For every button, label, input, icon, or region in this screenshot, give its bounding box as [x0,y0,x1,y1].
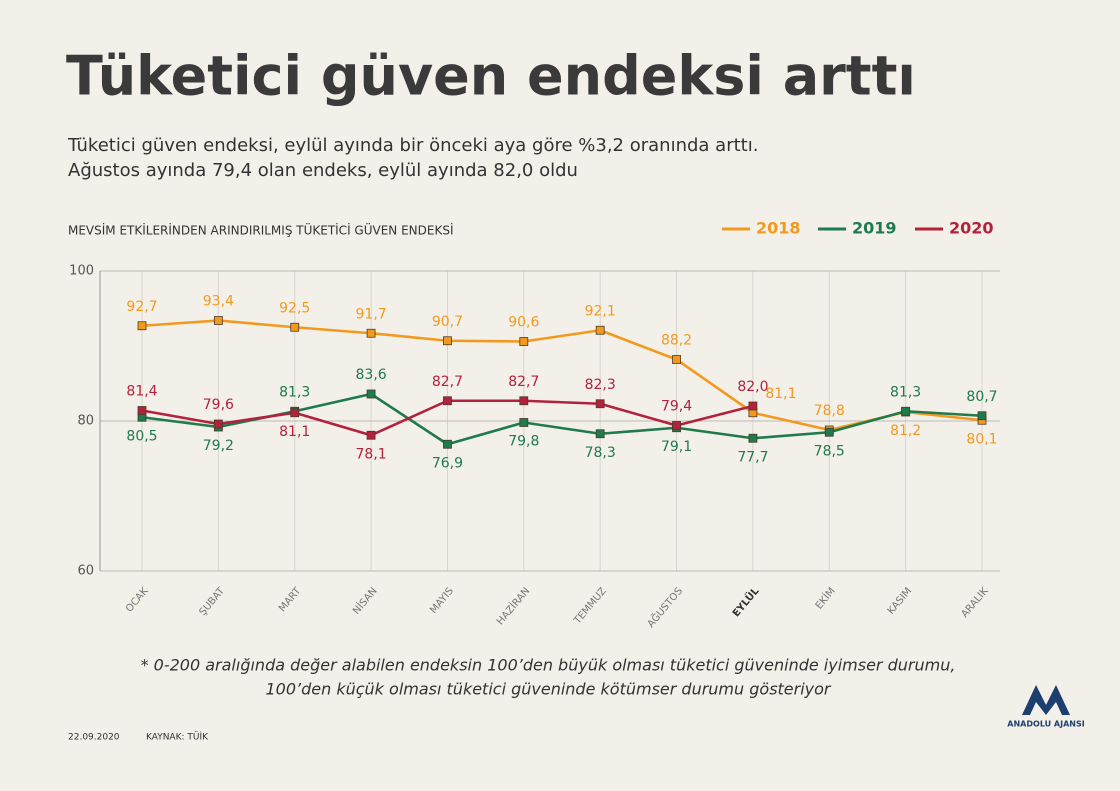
legend-label: 2018 [756,219,801,238]
data-label: 90,7 [432,314,463,330]
data-label: 82,7 [432,374,463,390]
data-label: 81,3 [890,384,921,400]
data-label: 81,1 [279,424,310,440]
data-label: 91,7 [356,306,387,322]
data-label: 90,6 [508,315,539,331]
data-label: 79,2 [203,438,234,454]
data-point [595,399,605,409]
data-point [519,337,529,346]
data-label: 77,7 [737,449,768,465]
logo: ANADOLU AJANSI [1007,685,1085,729]
chart-title: MEVSİM ETKİLERİNDEN ARINDIRILMIŞ TÜKETİC… [68,222,454,238]
data-label: 92,1 [585,303,616,319]
data-label: 88,2 [661,333,692,349]
data-point [977,411,987,421]
data-label: 92,7 [126,299,157,315]
y-tick-label: 100 [69,264,94,279]
data-point [366,389,376,399]
data-point [672,421,681,430]
data-point [137,321,147,331]
data-label: 81,4 [126,384,157,400]
data-label: 79,4 [661,399,692,415]
data-point [672,355,681,364]
subtitle: Ağustos ayında 79,4 olan endeks, eylül a… [68,160,578,181]
data-point [748,433,758,443]
data-label: 83,6 [356,367,387,383]
data-point [290,408,300,418]
data-point [901,406,911,416]
data-label: 92,5 [279,300,310,316]
logo-text: ANADOLU AJANSI [1007,720,1084,729]
data-point [443,439,452,449]
data-point [213,316,223,325]
data-label: 79,8 [508,434,539,450]
source: KAYNAK: TÜİK [146,732,209,743]
data-point [519,418,529,427]
data-label: 80,1 [966,431,997,447]
data-point [366,328,376,338]
data-point [443,336,452,346]
footnote: * 0-200 aralığında değer alabilen endeks… [141,656,956,675]
data-label: 80,5 [126,428,157,444]
data-label: 81,3 [279,384,310,400]
legend-label: 2020 [949,219,994,238]
data-label: 93,4 [203,294,234,310]
data-point [366,430,376,440]
data-label: 78,1 [356,446,387,462]
data-label: 78,5 [814,443,845,459]
data-point [443,396,452,406]
date: 22.09.2020 [68,733,120,743]
data-label: 82,3 [585,377,616,393]
data-label: 81,1 [765,386,796,402]
data-label: 82,0 [737,379,768,395]
legend-label: 2019 [852,219,897,238]
y-tick-label: 60 [77,564,94,579]
subtitle: Tüketici güven endeksi, eylül ayında bir… [67,135,758,156]
logo-mark [1022,685,1070,715]
data-label: 79,6 [203,397,234,413]
data-point [748,401,758,411]
data-point [290,322,300,332]
footnote: 100’den küçük olması tüketici güveninde … [265,680,831,699]
data-point [595,429,605,439]
data-label: 82,7 [508,374,539,390]
data-point [824,427,834,437]
data-label: 78,8 [814,403,845,419]
data-label: 78,3 [585,445,616,461]
data-point [595,325,605,335]
data-point [519,396,529,406]
data-label: 80,7 [966,389,997,405]
data-label: 76,9 [432,455,463,471]
data-point [213,419,223,429]
data-label: 81,2 [890,423,921,439]
data-label: 79,1 [661,439,692,455]
y-tick-label: 80 [77,414,94,429]
series-line [141,319,983,432]
title: Tüketici güven endeksi arttı [66,45,916,108]
data-point [137,406,147,415]
